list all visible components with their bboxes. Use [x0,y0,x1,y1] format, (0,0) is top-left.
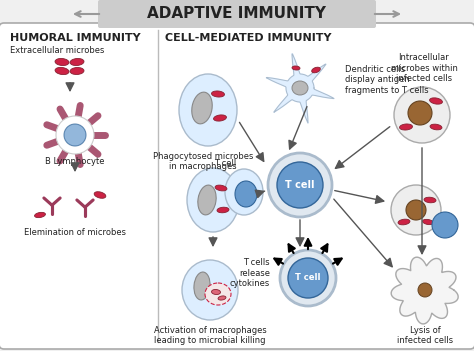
Text: Phagocytosed microbes
in macrophages: Phagocytosed microbes in macrophages [153,152,253,171]
Ellipse shape [400,124,412,130]
Ellipse shape [194,272,210,300]
Ellipse shape [280,250,336,306]
Ellipse shape [429,98,442,104]
Ellipse shape [205,283,231,305]
Text: CELL-MEDIATED IMMUNITY: CELL-MEDIATED IMMUNITY [165,33,331,43]
Ellipse shape [430,124,442,130]
Ellipse shape [422,219,433,225]
Ellipse shape [187,168,239,232]
Ellipse shape [192,92,212,124]
FancyBboxPatch shape [0,23,474,349]
Text: Extracellular microbes: Extracellular microbes [10,46,104,55]
Polygon shape [266,54,334,123]
Text: ADAPTIVE IMMUNITY: ADAPTIVE IMMUNITY [147,7,327,21]
Ellipse shape [406,200,426,220]
Ellipse shape [55,59,69,66]
Ellipse shape [182,260,238,320]
Ellipse shape [424,197,436,203]
Ellipse shape [198,185,216,215]
Ellipse shape [394,87,450,143]
Text: Elemination of microbes: Elemination of microbes [24,228,126,237]
Ellipse shape [55,67,69,75]
Ellipse shape [64,124,86,146]
Polygon shape [391,257,458,324]
Ellipse shape [391,185,441,235]
Ellipse shape [214,115,227,121]
Ellipse shape [215,185,227,191]
Ellipse shape [312,67,320,73]
Text: Activation of macrophages
leading to microbial killing: Activation of macrophages leading to mic… [154,326,266,345]
FancyBboxPatch shape [98,0,376,28]
Ellipse shape [398,219,410,225]
Text: T cell: T cell [295,273,321,283]
Text: B Lymphocyte: B Lymphocyte [45,157,105,166]
Ellipse shape [268,153,332,217]
Ellipse shape [235,181,257,207]
Ellipse shape [408,101,432,125]
Ellipse shape [277,162,323,208]
Text: T cells
release
cytokines: T cells release cytokines [230,258,270,288]
Text: Intracellular
microbes within
infected cells: Intracellular microbes within infected c… [391,53,457,83]
Ellipse shape [179,74,237,146]
Ellipse shape [211,290,220,294]
Ellipse shape [432,212,458,238]
Ellipse shape [211,91,225,97]
Ellipse shape [35,212,46,218]
Text: Lysis of
infected cells: Lysis of infected cells [397,326,453,345]
Ellipse shape [217,207,229,213]
Ellipse shape [70,59,84,66]
Ellipse shape [56,116,94,154]
Ellipse shape [70,67,84,74]
Ellipse shape [292,81,308,95]
Ellipse shape [292,66,300,70]
Ellipse shape [418,283,432,297]
Ellipse shape [225,169,263,215]
Text: Dendritic cells
display antigen
fragments to T cells: Dendritic cells display antigen fragment… [345,65,428,95]
Ellipse shape [218,296,226,300]
Ellipse shape [288,258,328,298]
Ellipse shape [94,192,106,198]
Text: T cell: T cell [214,159,236,168]
Text: T cell: T cell [285,180,315,190]
Text: HUMORAL IMMUNITY: HUMORAL IMMUNITY [10,33,141,43]
